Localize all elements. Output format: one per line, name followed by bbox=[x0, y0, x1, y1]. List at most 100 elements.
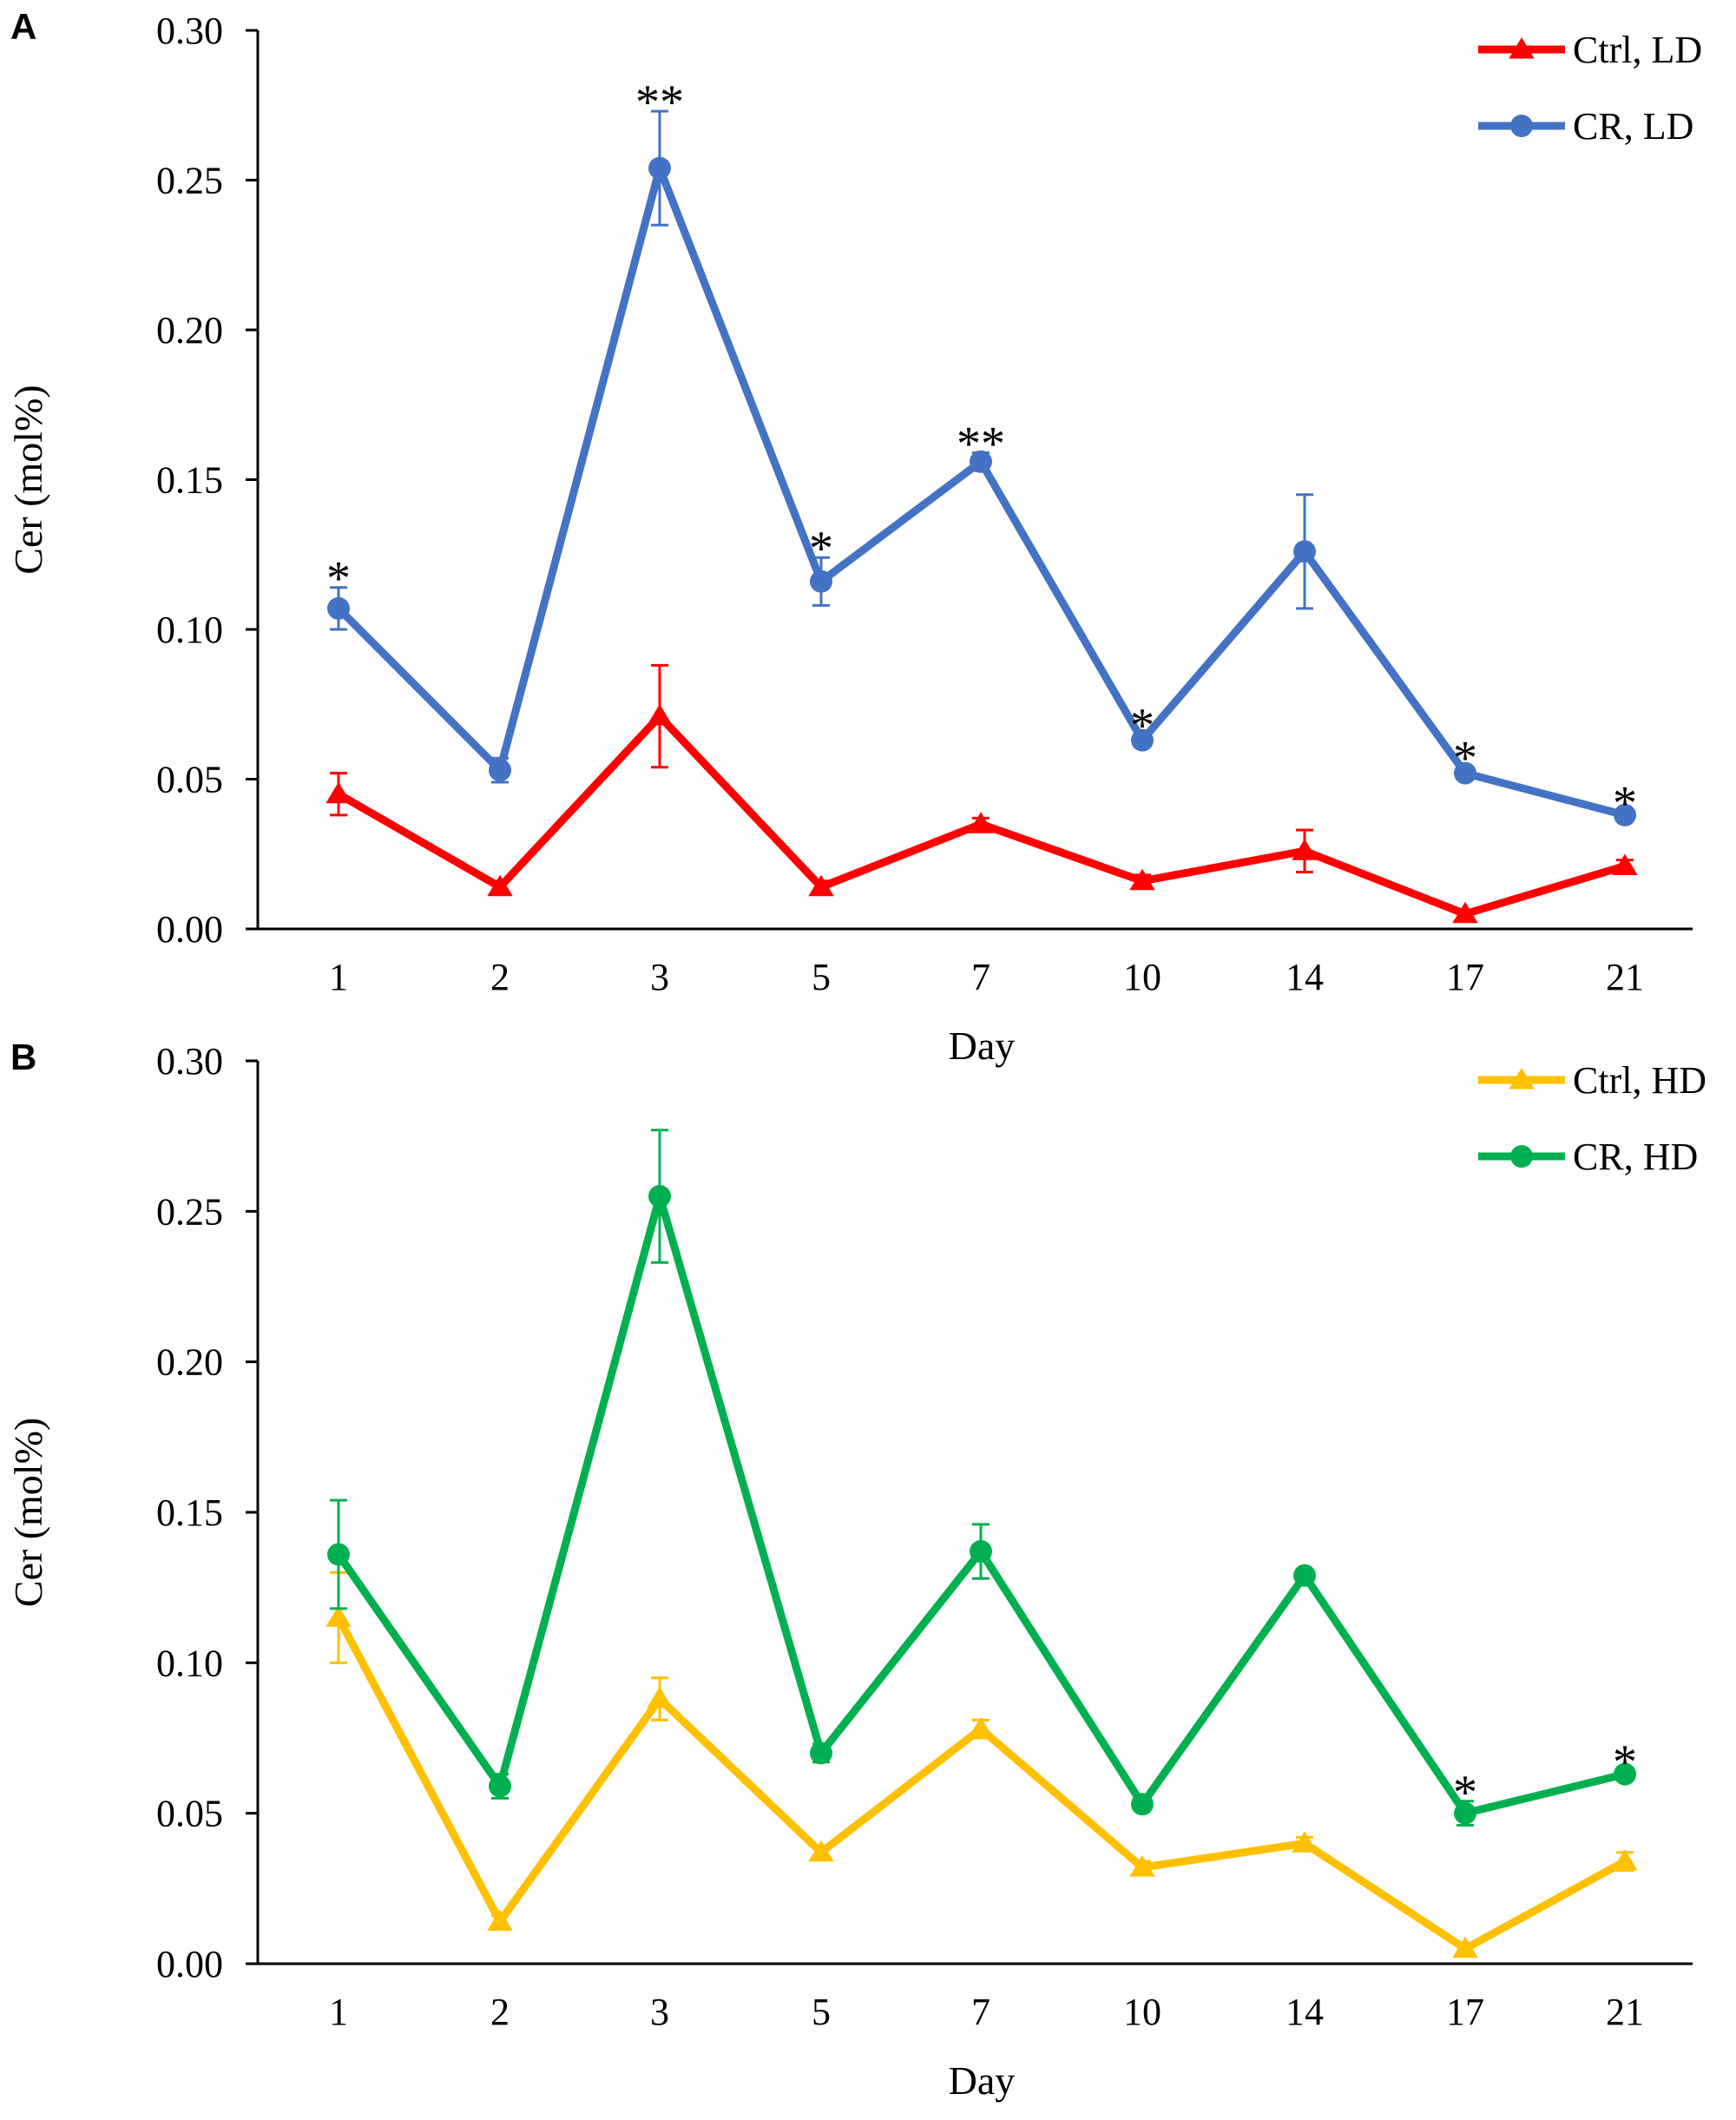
x-tick-label: 14 bbox=[1286, 1991, 1324, 2033]
y-axis-title: Cer (mol%) bbox=[6, 1418, 50, 1607]
data-point bbox=[647, 704, 673, 726]
y-tick-label: 0.10 bbox=[156, 609, 223, 651]
data-point bbox=[1292, 1831, 1318, 1853]
data-point bbox=[1614, 803, 1636, 826]
x-tick-label: 5 bbox=[812, 1991, 831, 2033]
legend-marker bbox=[1509, 37, 1535, 59]
x-tick-label: 17 bbox=[1446, 956, 1484, 998]
panel-label: A bbox=[10, 6, 36, 47]
data-point bbox=[1129, 868, 1155, 891]
data-point bbox=[1454, 1801, 1476, 1825]
data-point bbox=[1452, 1936, 1478, 1959]
y-tick-label: 0.20 bbox=[156, 1341, 223, 1384]
x-tick-label: 21 bbox=[1606, 1991, 1644, 2033]
y-tick-label: 0.25 bbox=[156, 160, 223, 202]
legend-marker bbox=[1510, 115, 1533, 137]
series-cr bbox=[327, 1129, 1636, 1827]
chart-panel-a: A 0.00 0.05 0.10 0.15 0.20 0.25 0.30 1 2 3 5 7 10 14 17… bbox=[6, 6, 1702, 1068]
y-tick-label: 0.30 bbox=[156, 1040, 223, 1083]
data-point bbox=[647, 1686, 673, 1709]
data-point bbox=[968, 812, 994, 833]
significance-marker: * bbox=[1130, 699, 1154, 753]
series-control bbox=[326, 1570, 1638, 1959]
x-tick-label: 17 bbox=[1446, 1991, 1484, 2033]
legend-label: Ctrl, LD bbox=[1573, 29, 1702, 71]
y-tick-label: 0.05 bbox=[156, 1793, 223, 1835]
legend-label: Ctrl, HD bbox=[1573, 1059, 1706, 1102]
data-point bbox=[970, 450, 992, 473]
x-tick-label: 21 bbox=[1606, 956, 1644, 998]
data-point bbox=[810, 570, 832, 593]
data-point bbox=[808, 874, 834, 897]
significance-marker: * bbox=[1613, 1735, 1637, 1789]
legend: Ctrl, HD CR, HD bbox=[1478, 1059, 1706, 1178]
data-point bbox=[489, 759, 511, 782]
legend-label: CR, LD bbox=[1573, 105, 1693, 148]
data-point bbox=[1292, 839, 1318, 860]
y-tick-label: 0.10 bbox=[156, 1642, 223, 1684]
y-tick-label: 0.15 bbox=[156, 459, 223, 502]
data-point bbox=[648, 1185, 671, 1208]
x-tick-label: 10 bbox=[1123, 1991, 1161, 2033]
data-point bbox=[327, 596, 350, 620]
significance-marker: * bbox=[1613, 776, 1637, 830]
x-tick-label: 2 bbox=[490, 1991, 510, 2033]
data-point bbox=[970, 1540, 992, 1564]
chart-panel-b: B 0.00 0.05 0.10 0.15 0.20 0.25 0.30 1 2 3 5 7 10 14 17… bbox=[6, 1037, 1706, 2103]
y-tick-label: 0.00 bbox=[156, 908, 223, 951]
data-point bbox=[1129, 1855, 1155, 1877]
data-point bbox=[1293, 540, 1316, 563]
x-tick-label: 3 bbox=[650, 1991, 669, 2033]
data-point bbox=[489, 1774, 511, 1798]
data-point bbox=[1131, 1793, 1154, 1816]
legend: Ctrl, LD CR, LD bbox=[1478, 29, 1702, 148]
data-point bbox=[1614, 1762, 1636, 1786]
x-tick-label: 14 bbox=[1286, 956, 1324, 998]
x-tick-label: 7 bbox=[971, 1991, 990, 2033]
x-axis-title: Day bbox=[949, 1024, 1016, 1068]
data-point bbox=[968, 1716, 994, 1739]
y-tick-label: 0.20 bbox=[156, 309, 223, 352]
data-point bbox=[1293, 1564, 1316, 1587]
y-tick-label: 0.00 bbox=[156, 1943, 223, 1985]
significance-marker: * bbox=[326, 552, 351, 606]
data-point bbox=[648, 156, 671, 180]
significance-marker: ** bbox=[635, 76, 684, 129]
y-tick-label: 0.05 bbox=[156, 759, 223, 801]
significance-marker: ** bbox=[957, 417, 1005, 471]
y-tick-label: 0.15 bbox=[156, 1491, 223, 1534]
panel-label: B bbox=[10, 1037, 36, 1077]
series-cr bbox=[327, 109, 1636, 826]
significance-marker: * bbox=[1453, 1766, 1477, 1820]
x-tick-label: 10 bbox=[1123, 956, 1161, 998]
data-point bbox=[327, 1543, 350, 1566]
legend-marker bbox=[1509, 1068, 1535, 1090]
series-control bbox=[326, 663, 1638, 924]
x-tick-label: 1 bbox=[329, 1991, 348, 2033]
data-point bbox=[810, 1741, 832, 1765]
data-point bbox=[1131, 728, 1154, 752]
x-tick-label: 2 bbox=[490, 956, 510, 998]
series-line bbox=[335, 164, 1627, 820]
data-point bbox=[326, 1605, 352, 1627]
x-tick-label: 3 bbox=[650, 956, 669, 998]
legend-marker bbox=[1510, 1145, 1533, 1168]
x-tick-label: 7 bbox=[971, 956, 990, 998]
data-point bbox=[326, 781, 352, 804]
data-point bbox=[1454, 761, 1476, 785]
significance-marker: * bbox=[809, 522, 833, 576]
y-tick-label: 0.30 bbox=[156, 10, 223, 52]
data-point bbox=[487, 1909, 513, 1931]
legend-label: CR, HD bbox=[1573, 1136, 1698, 1178]
y-tick-label: 0.25 bbox=[156, 1190, 223, 1233]
data-point bbox=[1612, 853, 1638, 876]
significance-marker: * bbox=[1453, 732, 1477, 786]
x-tick-label: 1 bbox=[329, 956, 348, 998]
data-point bbox=[487, 874, 513, 897]
x-axis-title: Day bbox=[949, 2058, 1016, 2103]
x-tick-label: 5 bbox=[812, 956, 831, 998]
data-point bbox=[808, 1840, 834, 1862]
data-point bbox=[1612, 1849, 1638, 1871]
data-point bbox=[1452, 901, 1478, 924]
